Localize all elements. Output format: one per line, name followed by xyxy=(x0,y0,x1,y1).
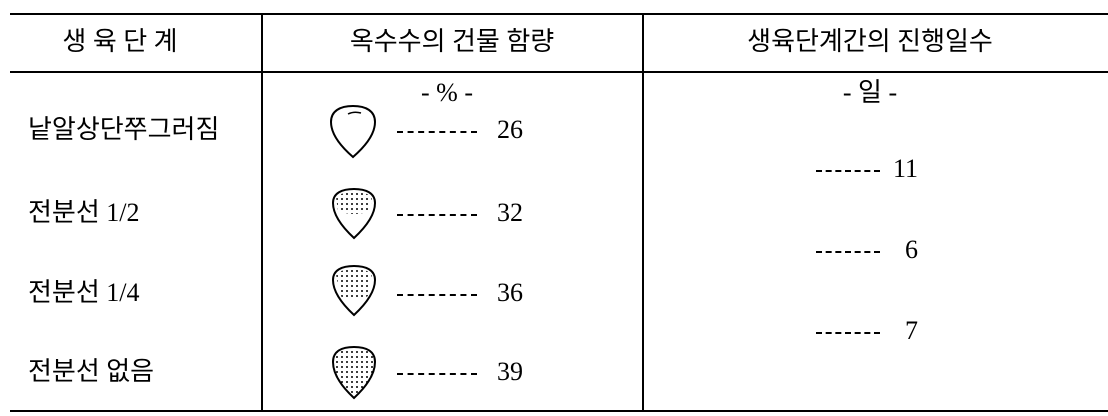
kernel-icon xyxy=(331,345,377,400)
bottom-rule xyxy=(10,410,1108,412)
leader xyxy=(816,251,880,253)
days: 6 xyxy=(905,235,918,264)
leader xyxy=(397,214,477,216)
header: 옥수수의 건물 함량 xyxy=(349,27,555,56)
stage: 전분선 없음 xyxy=(28,357,155,386)
stage: 낱알상단쭈그러짐 xyxy=(28,115,220,144)
dry-matter: 39 xyxy=(497,357,523,386)
column-divider xyxy=(261,13,263,412)
leader xyxy=(397,131,477,133)
column-divider xyxy=(642,13,644,412)
kernel-icon xyxy=(329,104,377,159)
dry-matter: 26 xyxy=(497,115,523,144)
kernel-icon xyxy=(331,264,377,317)
stage: 전분선 1/4 xyxy=(28,278,140,307)
leader xyxy=(397,373,477,375)
unit: - 일 - xyxy=(842,78,898,107)
leader xyxy=(397,294,477,296)
unit: - % - xyxy=(421,78,473,107)
leader xyxy=(816,332,880,334)
top-rule xyxy=(10,13,1108,15)
header: 생육단계간의 진행일수 xyxy=(747,27,993,56)
dry-matter: 32 xyxy=(497,198,523,227)
leader xyxy=(816,170,880,172)
days: 11 xyxy=(893,154,919,183)
header: 생 육 단 계 xyxy=(62,27,178,56)
kernel-icon xyxy=(331,187,377,240)
header-rule xyxy=(10,71,1108,73)
stage: 전분선 1/2 xyxy=(28,198,140,227)
dry-matter: 36 xyxy=(497,278,523,307)
days: 7 xyxy=(905,316,918,345)
